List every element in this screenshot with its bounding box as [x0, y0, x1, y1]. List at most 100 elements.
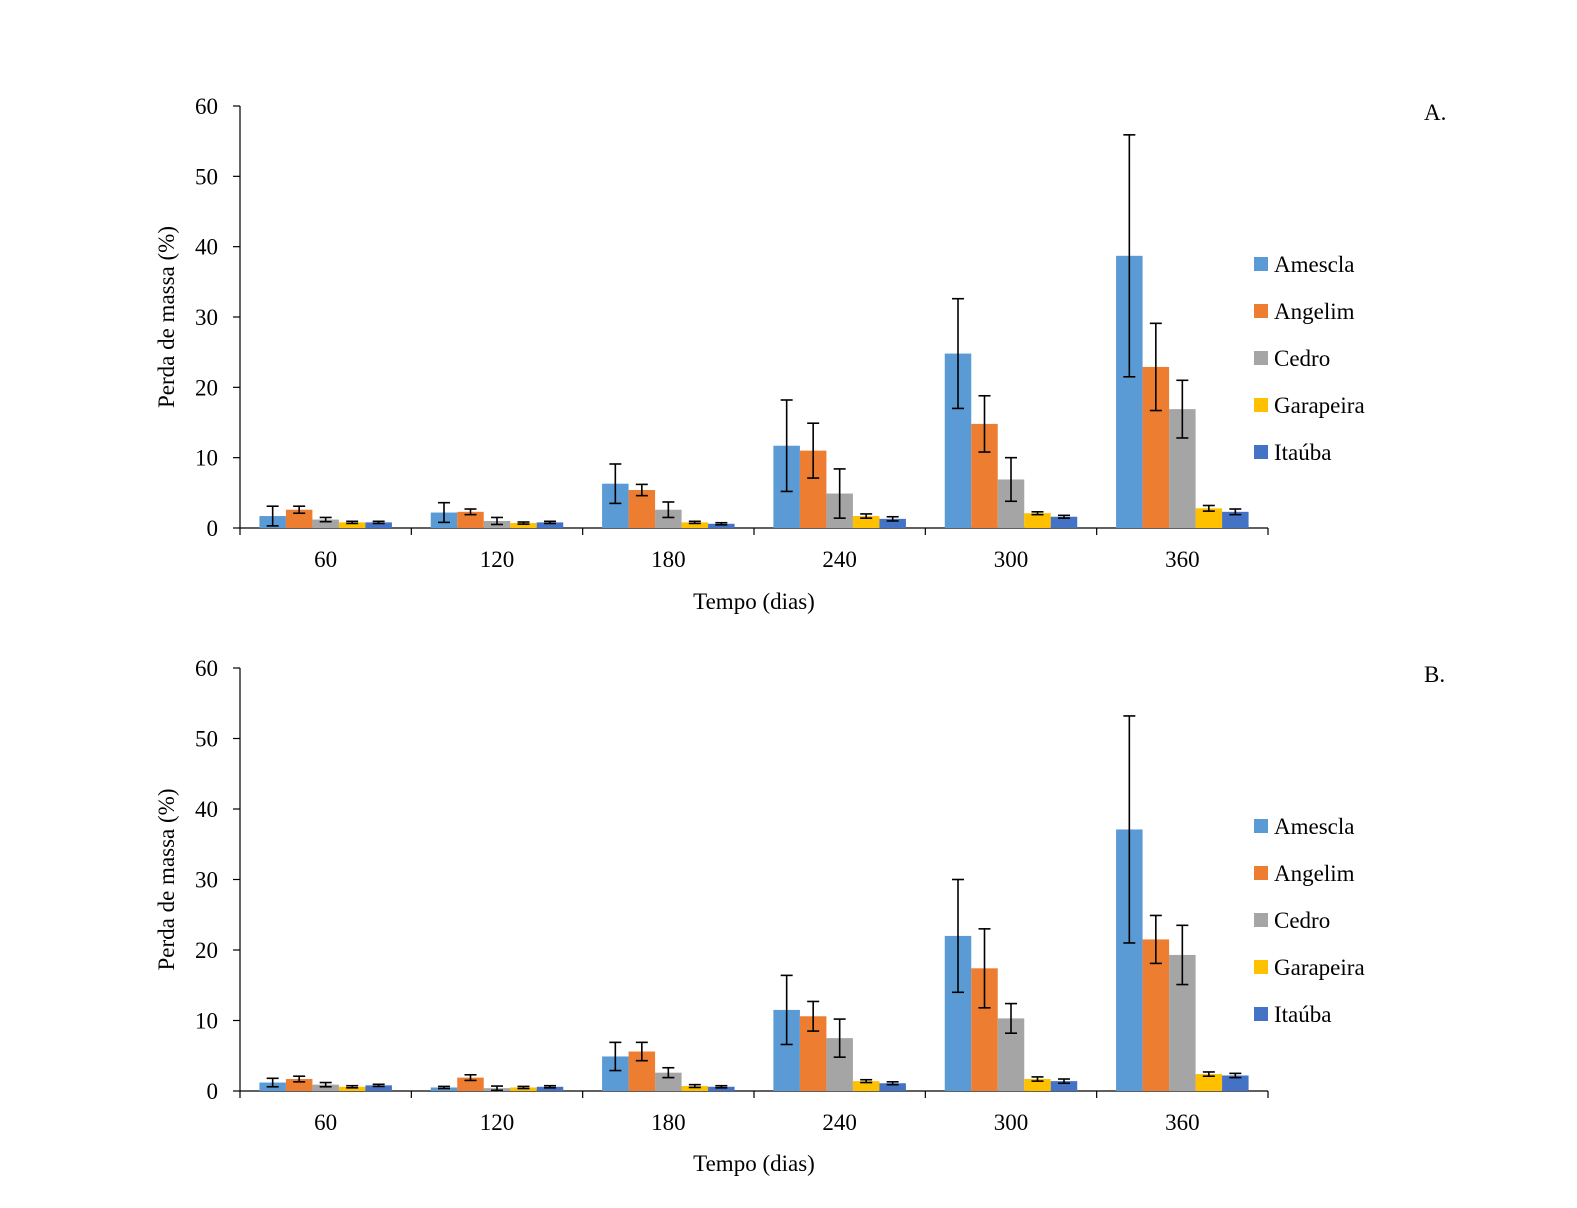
bar-itaúba-240 [879, 518, 906, 528]
error-bar [978, 928, 991, 1009]
bar-angelim-120 [457, 1077, 484, 1091]
legend-swatch [1254, 304, 1268, 318]
error-bar [438, 501, 450, 524]
error-bar [491, 1085, 503, 1092]
legend-swatch [1254, 351, 1268, 365]
error-bar [1123, 134, 1136, 378]
bar-garapeira-300 [1024, 513, 1051, 528]
x-tick-label: 60 [314, 547, 337, 572]
error-bar [886, 515, 899, 522]
error-bar [517, 521, 530, 525]
error-bar [1176, 379, 1189, 439]
error-bar [780, 974, 793, 1046]
error-bar [1202, 1071, 1215, 1077]
error-bar [833, 468, 846, 519]
error-bar [1149, 322, 1162, 412]
legend-label: Itaúba [1274, 1002, 1331, 1027]
legend-swatch [1254, 960, 1268, 974]
error-bar [491, 516, 503, 526]
error-bar [715, 521, 728, 526]
error-bar [1229, 508, 1242, 516]
bar-garapeira-240 [852, 1081, 880, 1091]
legend: Amescla Angelim Cedro Garapeira Itaúba [1254, 814, 1365, 1027]
x-tick-label: 180 [651, 1110, 686, 1135]
legend-swatch [1254, 445, 1268, 459]
y-axis-title: Perda de massa (%) [154, 226, 179, 408]
error-bar [1031, 1076, 1044, 1082]
error-bar [978, 394, 991, 453]
error-bar [662, 1066, 675, 1079]
legend: Amescla Angelim Cedro Garapeira Itaúba [1254, 252, 1365, 465]
error-bar [886, 1081, 899, 1086]
legend-swatch [1254, 866, 1268, 880]
error-bar [1229, 1072, 1242, 1079]
bar-angelim-360 [1142, 939, 1170, 1091]
legend-swatch [1254, 257, 1268, 271]
bar-garapeira-60 [338, 522, 366, 528]
x-tick-label: 300 [994, 547, 1029, 572]
bar-garapeira-240 [852, 516, 880, 528]
error-bar [1176, 924, 1189, 986]
error-bar [372, 1083, 385, 1088]
bar-itaúba-360 [1222, 1075, 1249, 1091]
error-bar [952, 878, 964, 994]
y-tick-label: 20 [195, 938, 218, 963]
x-axis-title: Tempo (dias) [693, 1151, 815, 1176]
legend-label: Garapeira [1274, 955, 1365, 980]
bar-garapeira-360 [1195, 508, 1223, 528]
bar-garapeira-300 [1024, 1079, 1051, 1091]
bar-itaúba-120 [536, 522, 564, 528]
bar-itaúba-60 [365, 1085, 392, 1091]
x-tick-label: 240 [822, 547, 857, 572]
x-tick-label: 240 [822, 1110, 857, 1135]
bar-angelim-60 [285, 1079, 313, 1091]
y-tick-label: 60 [195, 94, 218, 119]
error-bar [464, 1073, 477, 1082]
y-tick-label: 10 [195, 446, 218, 471]
x-tick-label: 180 [651, 547, 686, 572]
panel-label: A. [1424, 100, 1446, 125]
chart-panel-b: 0 10 20 30 40 50 60 60 120 180 240 300 360 Tempo (dia… [154, 656, 1445, 1176]
y-tick-label: 20 [195, 375, 218, 400]
error-bar [372, 520, 385, 525]
y-tick-label: 0 [207, 516, 219, 541]
legend-swatch [1254, 1007, 1268, 1021]
error-bar [688, 520, 701, 525]
error-bar [293, 505, 306, 515]
bar-garapeira-360 [1195, 1074, 1223, 1091]
bar-itaúba-300 [1050, 1081, 1078, 1091]
error-bar [1123, 715, 1136, 944]
x-tick-label: 360 [1165, 1110, 1200, 1135]
legend-label: Amescla [1274, 814, 1354, 839]
bar-itaúba-60 [365, 522, 392, 528]
legend-label: Garapeira [1274, 393, 1365, 418]
error-bar [1058, 514, 1070, 519]
error-bar [319, 516, 332, 523]
panel-label: B. [1424, 662, 1445, 687]
legend-swatch [1254, 398, 1268, 412]
y-tick-label: 30 [195, 305, 218, 330]
error-bar [609, 1041, 622, 1072]
error-bar [1149, 914, 1162, 965]
error-bar [464, 508, 477, 516]
error-bar [860, 1078, 873, 1084]
legend-label: Angelim [1274, 861, 1355, 886]
bar-itaúba-360 [1222, 511, 1249, 528]
error-bar [635, 1041, 648, 1062]
bar-itaúba-120 [536, 1086, 564, 1091]
chart-panel-a: 0 10 20 30 40 50 60 60 120 180 240 300 360 Tempo (dia… [154, 94, 1446, 614]
x-axis-title: Tempo (dias) [693, 589, 815, 614]
error-bar [438, 1085, 450, 1090]
error-bar [266, 505, 279, 527]
error-bar [319, 1081, 332, 1088]
bar-garapeira-120 [510, 523, 537, 528]
x-tick-label: 360 [1165, 547, 1200, 572]
bar-cedro-60 [312, 519, 339, 528]
x-tick-label: 60 [314, 1110, 337, 1135]
error-bar [635, 483, 648, 497]
bar-itaúba-300 [1050, 516, 1078, 528]
bar-angelim-120 [457, 511, 484, 528]
y-tick-label: 40 [195, 797, 218, 822]
legend-label: Amescla [1274, 252, 1354, 277]
